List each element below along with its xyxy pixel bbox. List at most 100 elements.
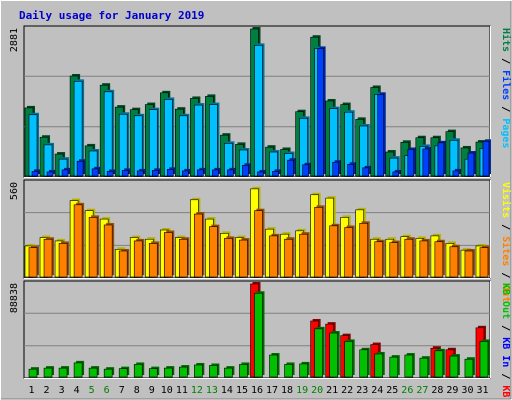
bar-kb-out	[58, 366, 70, 378]
legend-entry: Sites	[500, 236, 512, 266]
panel-legend: KB Out / KB In / KB F	[500, 283, 511, 400]
bar-pages-face	[227, 169, 234, 177]
bar-sites-face	[284, 238, 293, 278]
bar-pages	[106, 169, 116, 177]
bar-kb-out-face	[329, 332, 338, 378]
bar-kb-out-face	[163, 367, 173, 378]
x-tick-label: 3	[59, 385, 65, 396]
bar-kb-out-face	[479, 341, 489, 378]
bar-kb-out	[43, 366, 55, 378]
bar-kb-out	[374, 351, 385, 378]
bar-sites	[73, 202, 85, 278]
bar-kb-out-face	[389, 356, 399, 378]
bar-pages	[76, 159, 86, 177]
x-tick-label: 31	[476, 385, 488, 396]
legend-separator: /	[500, 100, 511, 118]
bar-pages	[257, 169, 266, 177]
bar-pages-face	[452, 170, 460, 177]
bar-kb-out-face	[118, 368, 128, 378]
bar-sites-face	[359, 222, 369, 278]
bar-pages	[197, 167, 206, 177]
bar-pages-face	[166, 169, 174, 177]
bar-sites-face	[88, 217, 98, 278]
bar-sites-face	[103, 224, 113, 278]
bar-sites	[103, 222, 115, 278]
bar-kb-out-face	[73, 362, 83, 378]
bar-pages-face	[46, 171, 54, 177]
bar-kb-out	[239, 362, 250, 378]
bar-files	[103, 89, 115, 177]
bar-kb-out	[479, 339, 490, 378]
bar-pages-face	[302, 164, 309, 177]
bar-kb-out	[449, 354, 460, 378]
bar-sites	[329, 223, 340, 278]
bar-kb-out	[103, 367, 115, 378]
bar-kb-out	[329, 331, 340, 378]
x-tick-label: 8	[134, 385, 140, 396]
bar-pages-face	[482, 141, 490, 177]
bar-pages	[91, 166, 101, 177]
bar-files-face	[118, 113, 128, 177]
bar-sites-face	[299, 233, 308, 278]
bar-pages	[151, 168, 161, 177]
legend-separator: /	[500, 266, 511, 284]
bar-kb-out	[118, 366, 130, 378]
bar-sites-face	[419, 240, 429, 278]
bar-sites	[299, 232, 310, 278]
bar-files	[194, 103, 205, 177]
x-tick-label: 15	[236, 385, 248, 396]
bar-pages	[31, 169, 40, 177]
x-tick-label: 21	[326, 385, 338, 396]
bar-pages-face	[182, 170, 189, 177]
x-tick-label: 27	[416, 385, 428, 396]
bar-kb-out-face	[359, 349, 369, 378]
x-tick-label: 24	[371, 385, 383, 396]
bar-sites-face	[224, 238, 233, 278]
x-tick-label: 16	[251, 385, 263, 396]
x-tick-label: 30	[461, 385, 473, 396]
x-tick-label: 1	[29, 385, 35, 396]
bar-kb-out-face	[133, 364, 143, 378]
legend-separator: /	[500, 52, 511, 70]
bar-pages	[182, 168, 191, 177]
bar-files	[209, 102, 220, 177]
legend-entry: Out	[500, 284, 511, 302]
bar-files-face	[163, 99, 173, 177]
bar-kb-out-face	[464, 358, 474, 378]
bar-kb-out	[314, 326, 325, 378]
x-tick-label: 7	[119, 385, 125, 396]
bar-kb-out-face	[209, 365, 218, 378]
bar-files-face	[254, 45, 263, 177]
bar-pages	[136, 168, 146, 177]
bar-sites-face	[254, 210, 263, 278]
bar-pages-face	[242, 164, 249, 177]
x-tick-label: 2	[44, 385, 50, 396]
bar-pages	[452, 168, 461, 177]
bar-kb-out-face	[284, 364, 293, 378]
chart-title: Daily usage for January 2019	[19, 9, 204, 22]
bar-kb-out	[419, 356, 430, 378]
bar-sites-face	[58, 243, 68, 278]
bar-kb-out	[148, 366, 160, 378]
bar-kb-out	[404, 353, 415, 378]
bar-sites	[284, 237, 295, 278]
panel-kbytes: 88838 KB Out / KB In / KB F	[9, 280, 511, 400]
panel-visits-sites: 560 Visits / Sites / Out	[9, 179, 512, 302]
bar-kb-out-face	[103, 368, 113, 378]
bar-pages	[317, 46, 326, 177]
bar-kb-out-face	[404, 354, 414, 378]
bar-pages	[422, 146, 431, 177]
bar-files	[118, 112, 130, 177]
bar-sites	[254, 208, 265, 278]
bar-pages	[302, 162, 311, 177]
x-tick-label: 26	[401, 385, 413, 396]
x-tick-label: 20	[311, 385, 323, 396]
bar-pages-face	[197, 169, 204, 177]
bar-sites	[43, 237, 55, 278]
x-tick-label: 10	[161, 385, 173, 396]
bar-kb-out	[133, 362, 145, 378]
x-tick-labels: 1 2 3 4 5 6 7 8 9 10 11 12 13 14 15 16 17 18 19 20 21 22 23 24 2…	[29, 385, 489, 396]
bar-kb-out-face	[269, 354, 278, 378]
bar-kb-out-face	[254, 292, 263, 378]
